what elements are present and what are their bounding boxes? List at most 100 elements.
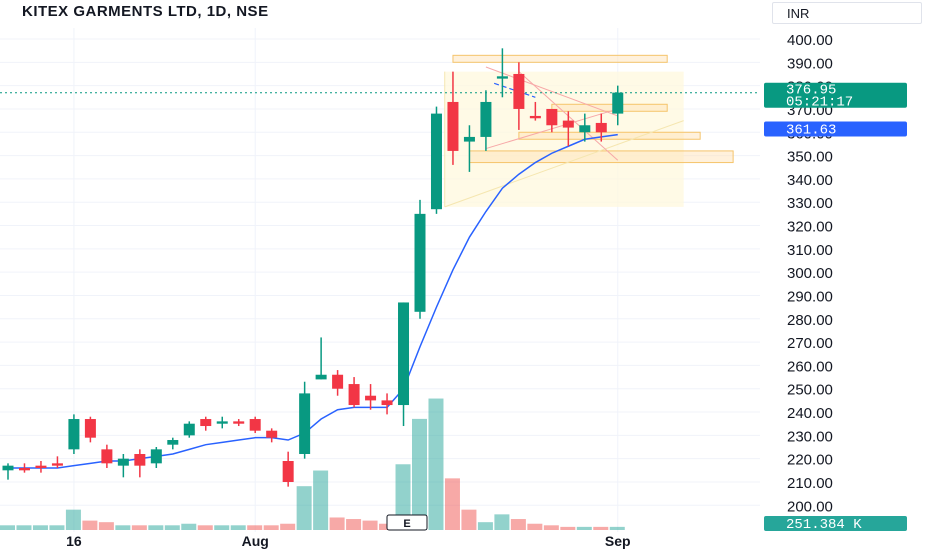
y-tick-label: 290.00 (787, 288, 833, 305)
candle-body (84, 419, 96, 438)
volume-bar (82, 520, 98, 530)
candle (117, 454, 129, 478)
candle-body (134, 454, 146, 466)
candle (381, 393, 393, 415)
candle-body (595, 122, 607, 133)
x-tick-label: Aug (242, 533, 269, 549)
candle-body (546, 108, 558, 126)
candle (332, 370, 344, 396)
volume-bar (16, 525, 32, 530)
volume-value-tag (764, 516, 907, 531)
candle-body (167, 440, 179, 445)
candle (529, 101, 541, 121)
y-tick-label: 250.00 (787, 382, 833, 399)
candle (35, 461, 47, 473)
volume-bar (98, 522, 114, 530)
ma-value-tag (764, 121, 907, 137)
candle (595, 113, 607, 142)
candle (216, 416, 228, 429)
time-axis[interactable]: 16 Aug Sep (66, 533, 630, 549)
y-tick-label: 330.00 (787, 195, 833, 212)
candle (414, 199, 426, 319)
earnings-badge (386, 514, 428, 531)
volume-bar (164, 525, 180, 530)
candle (496, 48, 508, 98)
candle-body (282, 461, 294, 482)
volume-bar (247, 525, 263, 530)
volume-bar (527, 523, 543, 530)
candle-body (200, 419, 212, 427)
wedge-upper-line (485, 66, 618, 117)
volume-bar (65, 509, 81, 530)
volume-bar (395, 464, 411, 530)
candle (579, 113, 591, 142)
candle-body (101, 449, 113, 464)
y-tick-label: 230.00 (787, 428, 833, 445)
y-tick-label: 400.00 (787, 32, 833, 49)
y-tick-label: 200.00 (787, 498, 833, 515)
countdown-value: 05:21:17 (786, 95, 853, 111)
candle (84, 416, 96, 443)
volume-bar (313, 470, 329, 530)
price-axis[interactable]: 400.00390.00380.00370.00360.00350.00340.… (787, 32, 833, 515)
candle (398, 302, 410, 427)
candle-body (68, 419, 80, 450)
volume-bar (263, 525, 279, 530)
price-zone (468, 150, 734, 164)
candle-body (315, 374, 327, 380)
earnings-label: E (403, 518, 410, 530)
candle (200, 416, 212, 431)
candle-body (183, 423, 195, 436)
volume-bar (428, 398, 444, 530)
candle-body (216, 421, 228, 424)
candle-body (398, 302, 410, 406)
volume-bar (362, 520, 378, 530)
currency-selector[interactable]: INR (772, 2, 922, 24)
volume-bar (49, 525, 65, 530)
x-tick-label: Sep (605, 533, 631, 549)
y-tick-label: 320.00 (787, 219, 833, 236)
candle (51, 456, 63, 468)
volume-bar (329, 517, 345, 530)
candle (513, 62, 525, 130)
candle-body (2, 465, 14, 471)
candle-body (447, 101, 459, 151)
volume-bar (510, 519, 526, 530)
volume-bar (115, 525, 131, 530)
y-tick-label: 350.00 (787, 149, 833, 166)
y-tick-label: 240.00 (787, 405, 833, 422)
last-price-value: 376.95 (786, 83, 836, 99)
flag-dashed-line (493, 82, 536, 98)
volume-bar (296, 486, 312, 530)
candle (249, 416, 261, 434)
candle (480, 90, 492, 151)
y-tick-label: 260.00 (787, 358, 833, 375)
volume-bar (412, 418, 427, 530)
chart-title: KITEX GARMENTS LTD, 1D, NSE (22, 3, 269, 20)
volume-bar (181, 523, 197, 530)
candle-body (18, 467, 30, 471)
volume-bar (214, 525, 230, 530)
candle-body (299, 393, 311, 455)
y-tick-label: 220.00 (787, 452, 833, 469)
candle (167, 437, 179, 450)
candle (299, 381, 311, 459)
candle-body (381, 400, 393, 406)
candle-body (414, 213, 426, 312)
volume-bar (560, 526, 576, 530)
price-zone (452, 54, 668, 63)
last-price-tag (764, 82, 907, 108)
y-tick-label: 210.00 (787, 475, 833, 492)
candle-body (496, 76, 508, 79)
candle-body (579, 125, 591, 133)
candle (150, 447, 162, 468)
volume-bar (494, 514, 510, 530)
candle (315, 337, 327, 380)
candle (365, 384, 377, 410)
candle-body (249, 419, 261, 431)
candle-body (332, 374, 344, 389)
y-tick-label: 300.00 (787, 265, 833, 282)
candle-body (480, 101, 492, 137)
